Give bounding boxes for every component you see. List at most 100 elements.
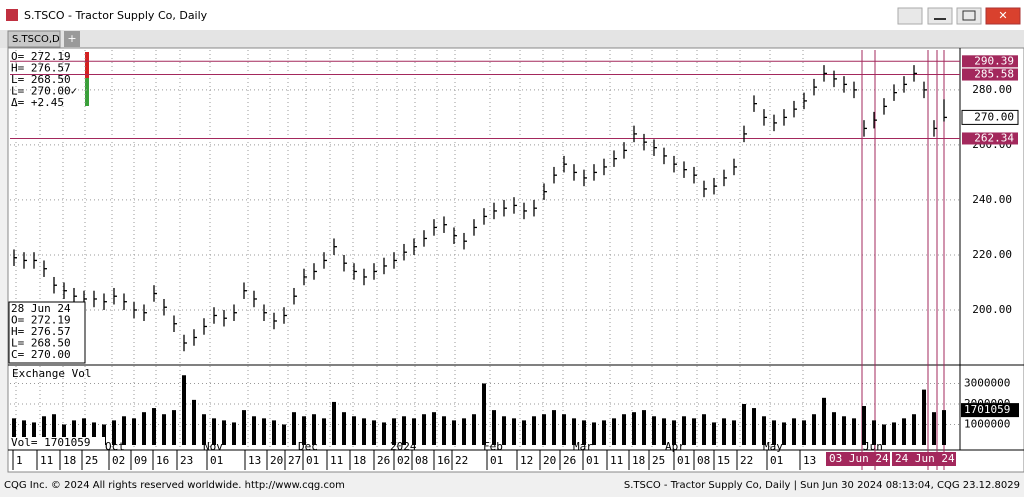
volume-bar [582, 420, 586, 445]
volume-bar [702, 414, 706, 445]
x-tick-label: 13 [803, 454, 816, 467]
volume-bar [42, 416, 46, 445]
x-tick-label: 11 [610, 454, 623, 467]
x-tick-label: 16 [437, 454, 450, 467]
volume-tick-label: 3000000 [964, 376, 1010, 389]
minimize-button[interactable] [927, 7, 953, 25]
volume-bar [782, 422, 786, 445]
status-right: S.TSCO - Tractor Supply Co, Daily | Sun … [624, 480, 1020, 491]
y-tick-label: 220.00 [972, 248, 1012, 261]
status-left: CQG Inc. © 2024 All rights reserved worl… [4, 480, 345, 491]
volume-bar [862, 406, 866, 445]
volume-bar [502, 416, 506, 445]
y-tick-label: 240.00 [972, 193, 1012, 206]
add-tab-label[interactable]: + [67, 32, 76, 45]
indicator-red [85, 52, 89, 78]
volume-bar [482, 383, 486, 445]
date-marker-box [826, 452, 890, 466]
x-tick-label: 26 [377, 454, 390, 467]
volume-bar [352, 416, 356, 445]
info-line: 28 Jun 24 [11, 302, 71, 315]
volume-bar [872, 420, 876, 445]
chart-area [7, 47, 1024, 473]
volume-bar [202, 414, 206, 445]
volume-bar [712, 422, 716, 445]
close-button[interactable] [985, 7, 1021, 25]
volume-bar [162, 414, 166, 445]
volume-info-box [9, 437, 105, 449]
volume-bar [752, 408, 756, 445]
volume-tick-label: 1000000 [964, 417, 1010, 430]
maximize-button[interactable] [956, 7, 982, 25]
y-tick-label: 200.00 [972, 303, 1012, 316]
volume-bar [532, 416, 536, 445]
level-label-box [962, 132, 1018, 145]
volume-info: Vol= 1701059 [11, 436, 90, 449]
volume-bar [382, 422, 386, 445]
x-tick-label: 27 [288, 454, 301, 467]
volume-bar [52, 414, 56, 445]
x-tick-label: 22 [740, 454, 753, 467]
volume-bar [172, 410, 176, 445]
volume-bar [222, 420, 226, 445]
add-tab[interactable] [64, 31, 80, 47]
x-tick-label: 01 [677, 454, 690, 467]
status-bar [0, 475, 1024, 493]
level-label-box [962, 68, 1018, 81]
month-label: Jun [863, 440, 883, 453]
volume-bar [642, 410, 646, 445]
volume-bar [392, 418, 396, 445]
tab[interactable] [7, 30, 61, 48]
volume-bar [322, 418, 326, 445]
level-label: 262.34 [974, 131, 1014, 144]
level-label: 285.58 [974, 68, 1014, 81]
volume-bar [732, 420, 736, 445]
volume-bar [232, 422, 236, 445]
volume-bar [32, 422, 36, 445]
indicator-green [85, 78, 89, 106]
x-tick-label: 25 [85, 454, 98, 467]
volume-bar [542, 414, 546, 445]
volume-bar [412, 418, 416, 445]
title-bar [0, 0, 1024, 30]
tab-label[interactable]: S.TSCO,D [12, 34, 60, 45]
volume-bar [302, 416, 306, 445]
x-tick-label: 15 [717, 454, 730, 467]
svg-text:✕: ✕ [998, 9, 1007, 22]
volume-bar [912, 414, 916, 445]
x-tick-label: 18 [632, 454, 645, 467]
info-line: H= 276.57 [11, 325, 71, 338]
info-line: O= 272.19 [11, 314, 71, 327]
volume-bar [772, 420, 776, 445]
link-button[interactable] [897, 7, 923, 25]
level-label: 290.39 [974, 54, 1014, 67]
volume-bar [212, 418, 216, 445]
info-line: Δ= +2.45 [11, 96, 64, 109]
info-line: O= 272.19 [11, 50, 71, 63]
volume-bar [242, 410, 246, 445]
volume-bar [802, 420, 806, 445]
info-line: L= 268.50 [11, 337, 71, 350]
x-tick-label: 01 [586, 454, 599, 467]
volume-bar [22, 420, 26, 445]
month-label: May [763, 440, 783, 453]
info-line: C= 270.00 [11, 348, 71, 361]
volume-bar [762, 416, 766, 445]
info-line: H= 276.57 [11, 62, 71, 75]
x-tick-label: 20 [543, 454, 556, 467]
volume-bar [902, 418, 906, 445]
tab-bar [0, 30, 1024, 48]
volume-bar [882, 424, 886, 445]
x-tick-label: 25 [652, 454, 665, 467]
volume-bar [142, 412, 146, 445]
volume-bar [922, 389, 926, 445]
date-marker-label: 03 Jun 24 [829, 452, 889, 465]
volume-bar [72, 420, 76, 445]
volume-bar [152, 408, 156, 445]
x-tick-label: 16 [156, 454, 169, 467]
month-label: Oct [105, 440, 125, 453]
y-tick-label: 280.00 [972, 83, 1012, 96]
volume-bar [572, 418, 576, 445]
volume-bar [132, 418, 136, 445]
volume-bar [112, 420, 116, 445]
